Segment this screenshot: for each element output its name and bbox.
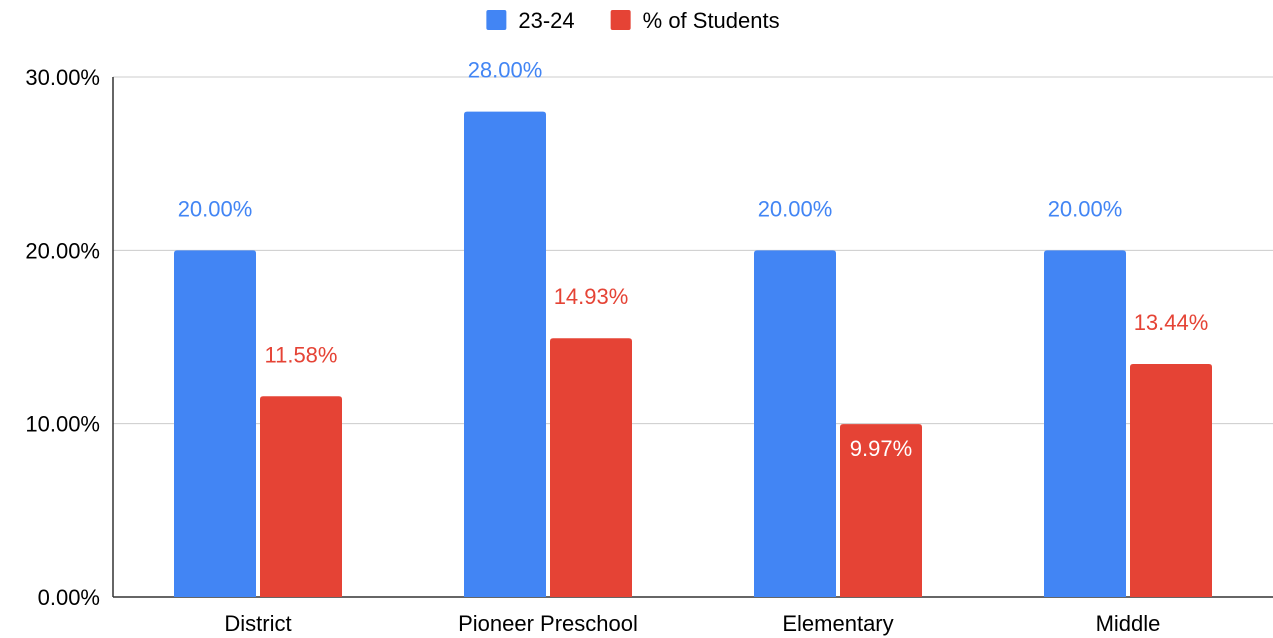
data-label: 13.44%: [1134, 310, 1209, 335]
y-tick-label: 20.00%: [25, 238, 100, 263]
bar-series-1: [1044, 250, 1126, 598]
data-labels: 20.00% 11.58% 28.00% 14.93% 20.00% 9.97% 20.00…: [178, 58, 1209, 462]
legend-swatch: [610, 10, 631, 30]
x-tick-label: Elementary: [782, 611, 893, 636]
data-label: 14.93%: [554, 284, 629, 309]
x-tick-label: District: [224, 611, 291, 636]
data-label: 20.00%: [178, 196, 253, 221]
data-label: 20.00%: [758, 196, 833, 221]
legend: 23-24 % of Students: [486, 8, 780, 33]
legend-label: % of Students: [643, 8, 780, 33]
bars: [174, 111, 1212, 598]
bar-series-1: [754, 250, 836, 598]
y-tick-label: 10.00%: [25, 412, 100, 437]
y-tick-label: 30.00%: [25, 65, 100, 90]
y-tick-label: 0.00%: [38, 585, 100, 610]
bar-series-1: [464, 111, 546, 598]
bar-series-1: [174, 250, 256, 598]
legend-label: 23-24: [518, 8, 574, 33]
data-label: 28.00%: [468, 58, 543, 83]
bar-series-2: [260, 396, 342, 597]
bar-series-2: [1130, 364, 1212, 597]
bar-series-2: [840, 424, 922, 597]
legend-swatch: [486, 10, 507, 30]
data-label: 20.00%: [1048, 196, 1123, 221]
data-label: 9.97%: [850, 436, 912, 461]
x-tick-label: Pioneer Preschool: [458, 611, 638, 636]
x-tick-label: Middle: [1096, 611, 1161, 636]
data-label: 11.58%: [265, 342, 338, 367]
tick-labels: 0.00% 10.00% 20.00% 30.00% District Pioneer P…: [25, 65, 1160, 636]
bar-series-2: [550, 338, 632, 597]
